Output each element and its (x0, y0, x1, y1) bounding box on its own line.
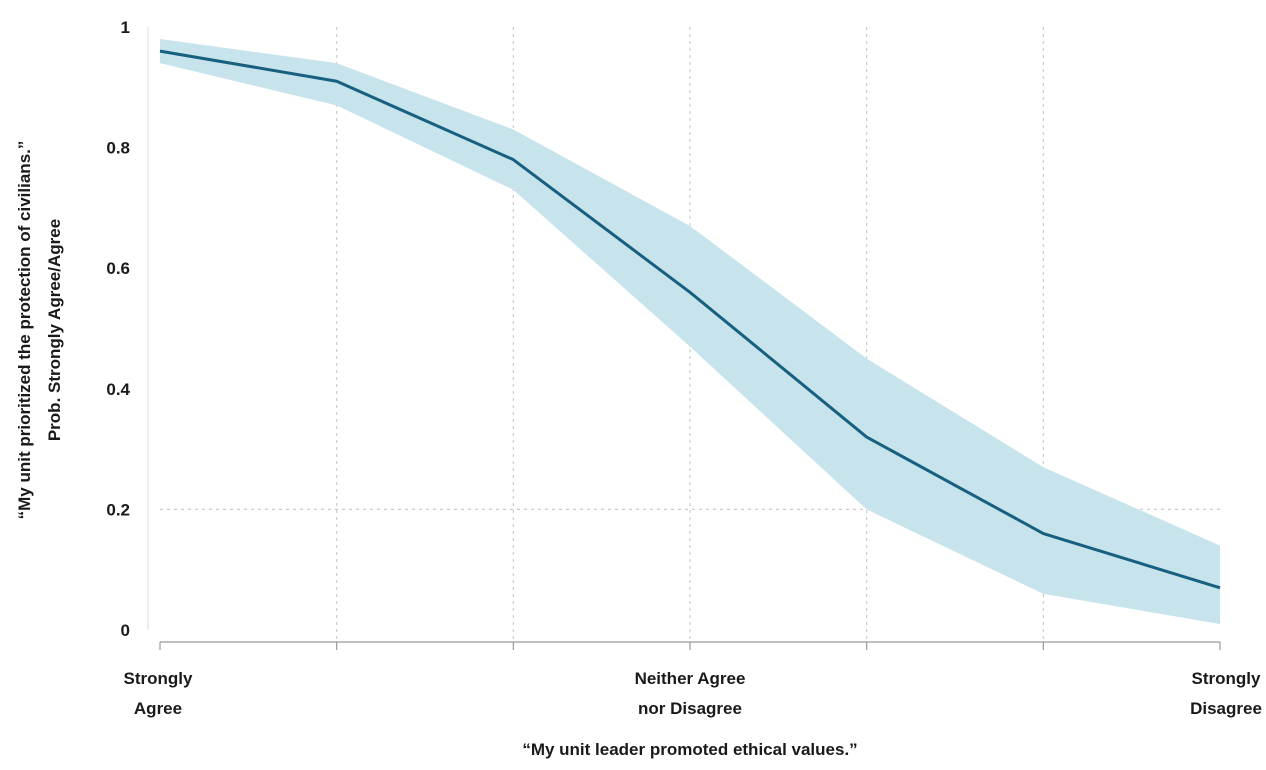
x-tick-label: Neither Agree (635, 669, 746, 688)
x-axis-title: “My unit leader promoted ethical values.… (522, 740, 857, 759)
y-axis-title-line-1: “My unit prioritized the protection of c… (15, 141, 34, 520)
confidence-band-layer (160, 39, 1220, 624)
y-tick-label: 0.4 (106, 380, 130, 399)
y-tick-label: 0.8 (106, 139, 130, 158)
y-tick-label: 0.2 (106, 500, 130, 519)
y-tick-label: 1 (121, 18, 130, 37)
x-tick-label: Agree (134, 699, 182, 718)
y-axis-title-group: “My unit prioritized the protection of c… (15, 141, 64, 520)
line-layer (159, 49, 1221, 590)
x-tick-label: Strongly (1192, 669, 1261, 688)
axis-layer: 0 0.2 0.4 0.6 0.8 1 Strongly Agree Neither Agree… (106, 18, 1262, 718)
series-line (159, 49, 1221, 590)
y-axis-title-line-2: Prob. Strongly Agree/Agree (45, 219, 64, 441)
x-tick-label: Disagree (1190, 699, 1262, 718)
x-tick-label: Strongly (124, 669, 193, 688)
y-tick-label: 0 (121, 621, 130, 640)
x-tick-label: nor Disagree (638, 699, 742, 718)
y-tick-label: 0.6 (106, 259, 130, 278)
confidence-band (160, 39, 1220, 624)
